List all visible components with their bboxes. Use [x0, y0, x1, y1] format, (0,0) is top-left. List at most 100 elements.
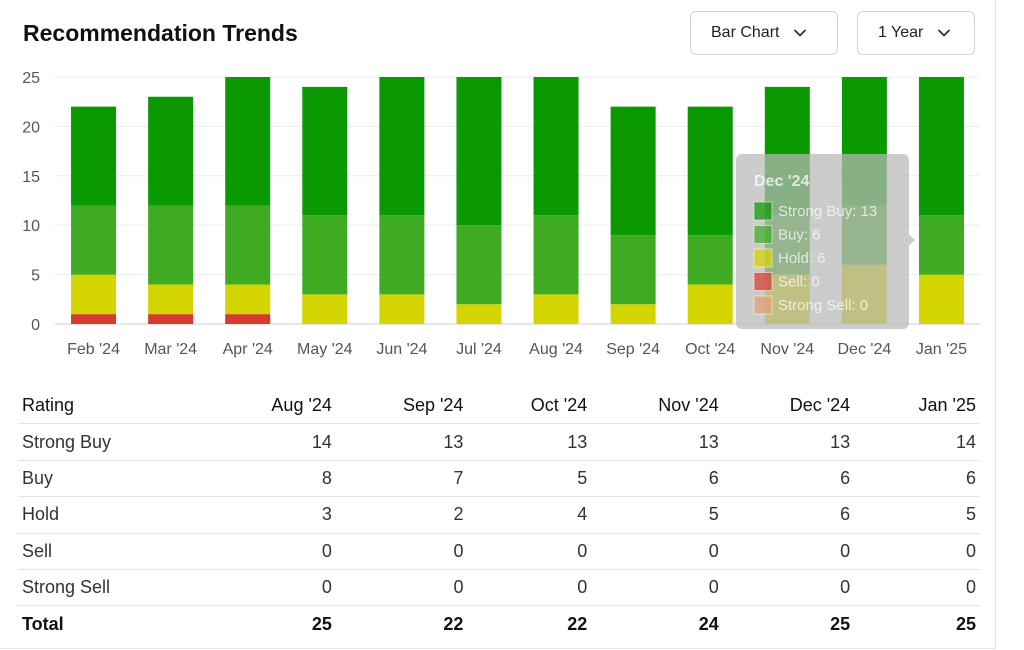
table-row: Strong Sell 0 0 0 0 0 0 [18, 569, 980, 607]
row-label: Sell [18, 533, 205, 570]
bar-segment-buy[interactable] [379, 215, 425, 295]
bar-segment-hold[interactable] [148, 284, 194, 315]
x-tick-label: Apr '24 [223, 341, 273, 358]
y-tick-label: 20 [22, 119, 40, 136]
table-row: Strong Buy 14 13 13 13 13 14 [18, 423, 980, 461]
table-cell: 22 [443, 613, 464, 634]
tooltip-item: Hold: 6 [778, 250, 826, 267]
column-header: Jan '25 [854, 388, 980, 425]
bar-segment-strong-buy[interactable] [456, 77, 502, 226]
bar-segment-sell[interactable] [148, 314, 194, 324]
table-total-row: Total 25 22 22 24 25 25 [18, 606, 980, 642]
x-tick-label: Feb '24 [67, 341, 120, 358]
chevron-down-icon [794, 29, 807, 37]
bar-segment-hold[interactable] [379, 294, 425, 324]
table-cell: 0 [467, 533, 592, 570]
tooltip-swatch [753, 295, 773, 315]
x-tick-label: May '24 [297, 341, 353, 358]
tooltip-swatch [753, 201, 773, 221]
row-label: Hold [18, 496, 205, 534]
table-cell: 6 [591, 460, 723, 498]
bar-segment-strong-buy[interactable] [302, 86, 348, 216]
bar-segment-strong-buy[interactable] [148, 96, 194, 206]
table-cell: 7 [335, 460, 468, 498]
column-header: Nov '24 [591, 388, 723, 425]
table-cell: 5 [854, 496, 980, 534]
bar-segment-hold[interactable] [71, 274, 117, 315]
table-cell: 22 [567, 613, 588, 634]
column-header: Sep '24 [335, 388, 468, 425]
table-cell: 14 [204, 423, 336, 461]
table-cell: 6 [722, 460, 855, 498]
table-cell: 0 [335, 569, 468, 607]
table-cell: 0 [854, 569, 980, 607]
bar-segment-buy[interactable] [302, 215, 348, 295]
chart-type-dropdown[interactable]: Bar Chart [690, 11, 838, 55]
table-cell: 0 [722, 533, 855, 570]
x-tick-label: Aug '24 [529, 341, 583, 358]
y-tick-label: 0 [31, 317, 40, 334]
table-cell: 25 [830, 613, 851, 634]
y-tick-label: 10 [22, 218, 40, 235]
table-cell: 14 [854, 423, 980, 461]
bar-segment-buy[interactable] [533, 215, 579, 295]
bar-segment-strong-buy[interactable] [610, 106, 656, 236]
chart-tooltip [736, 154, 909, 329]
x-tick-label: Dec '24 [838, 341, 892, 358]
y-tick-label: 15 [22, 169, 40, 186]
column-header: Oct '24 [467, 388, 592, 425]
bar-segment-hold[interactable] [533, 294, 579, 324]
table-cell: 0 [591, 569, 723, 607]
recommendation-bar-chart: 0 5 10 15 20 25 Feb '24 Mar '24 Apr '24 May '24 Ju… [22, 70, 980, 358]
bar-segment-strong-buy[interactable] [379, 77, 425, 216]
tooltip-item: Buy: 6 [778, 227, 821, 244]
bar-segment-buy[interactable] [71, 205, 117, 275]
bar-segment-strong-buy[interactable] [225, 77, 271, 206]
x-tick-label: Sep '24 [606, 341, 660, 358]
table-cell: 5 [467, 460, 592, 498]
time-range-dropdown[interactable]: 1 Year [857, 11, 975, 55]
column-header: Dec '24 [722, 388, 855, 425]
x-tick-label: Jul '24 [456, 341, 502, 358]
table-header-row: Rating Aug '24 Sep '24 Oct '24 Nov '24 D… [18, 388, 980, 425]
bar-segment-buy[interactable] [225, 205, 271, 285]
table-cell: 0 [204, 533, 336, 570]
x-tick-label: Nov '24 [760, 341, 814, 358]
bar-segment-strong-buy[interactable] [71, 106, 117, 206]
bar-segment-hold[interactable] [610, 304, 656, 324]
tooltip-caret [909, 234, 915, 246]
bar-segment-strong-buy[interactable] [687, 106, 733, 236]
bar-segment-hold[interactable] [456, 304, 502, 324]
bar-segment-buy[interactable] [918, 215, 964, 275]
bar-segment-buy[interactable] [148, 205, 194, 285]
table-cell: 0 [854, 533, 980, 570]
bar-segment-sell[interactable] [71, 314, 117, 324]
x-tick-label: Jun '24 [376, 341, 427, 358]
tooltip-swatch [753, 248, 773, 268]
table-cell: 0 [722, 569, 855, 607]
bar-segment-hold[interactable] [918, 274, 964, 324]
recommendation-trends-card: Recommendation Trends Bar Chart 1 Year 0… [0, 0, 996, 649]
tooltip-item: Strong Buy: 13 [778, 203, 877, 220]
table-cell: 13 [335, 423, 468, 461]
table-row: Hold 3 2 4 5 6 5 [18, 496, 980, 534]
bar-segment-buy[interactable] [456, 225, 502, 305]
table-row: Sell 0 0 0 0 0 0 [18, 533, 980, 570]
table-cell: 2 [335, 496, 468, 534]
bar-segment-hold[interactable] [687, 284, 733, 324]
bar-segment-buy[interactable] [610, 235, 656, 305]
column-header: Rating [18, 388, 205, 425]
y-tick-label: 25 [22, 70, 40, 87]
bar-segment-strong-buy[interactable] [918, 77, 964, 216]
table-cell: 6 [854, 460, 980, 498]
bar-segment-buy[interactable] [687, 235, 733, 285]
tooltip-swatch [753, 272, 773, 291]
table-cell: 4 [467, 496, 592, 534]
bar-segment-strong-buy[interactable] [533, 77, 579, 216]
tooltip-item: Sell: 0 [778, 274, 820, 291]
bar-segment-hold[interactable] [225, 284, 271, 315]
bar-segment-sell[interactable] [225, 314, 271, 324]
table-cell: 3 [204, 496, 336, 534]
bar-segment-hold[interactable] [302, 294, 348, 324]
x-tick-label: Jan '25 [916, 341, 967, 358]
